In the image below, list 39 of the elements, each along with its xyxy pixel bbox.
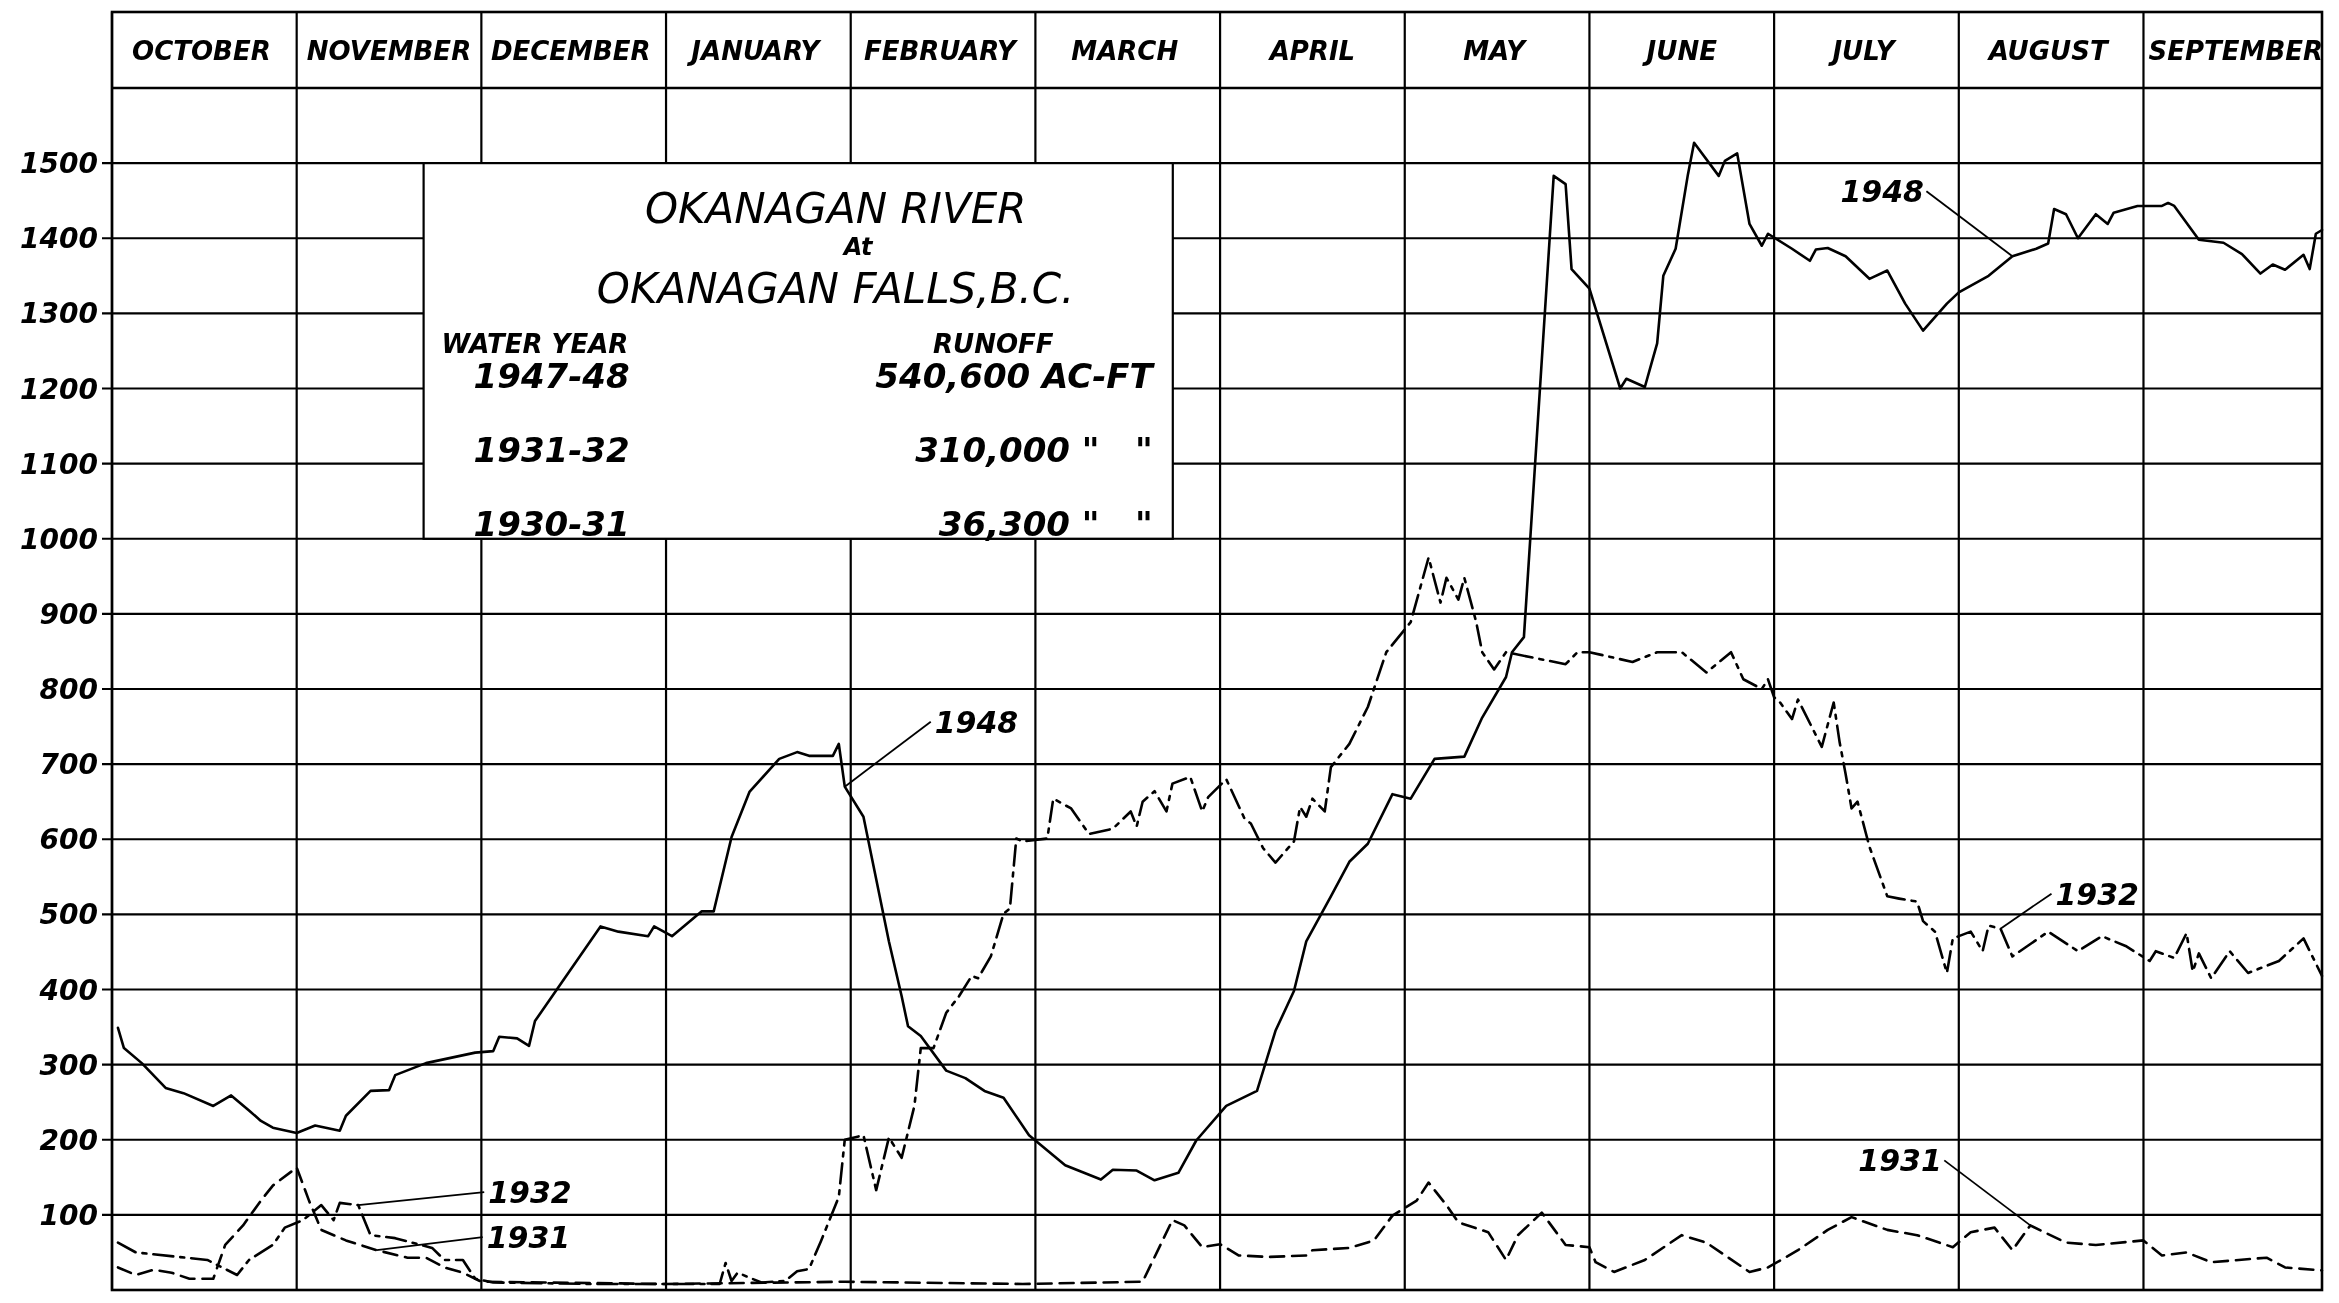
x-tick-label: OCTOBER: [132, 36, 271, 66]
y-tick-label: 400: [38, 973, 98, 1007]
text: At OKANAGAN FALLS,B.C.: [596, 233, 1075, 314]
annotation: 1931-32: [473, 430, 630, 471]
annotation: 1948: [934, 704, 1019, 740]
x-tick-label: DECEMBER: [490, 36, 651, 66]
x-tick-label: FEBRUARY: [863, 36, 1019, 66]
x-tick-label: SEPTEMBER: [2148, 36, 2324, 66]
annotation: 1931: [1858, 1143, 1942, 1179]
annotation: 1932: [2055, 876, 2139, 912]
y-tick-label: 200: [39, 1123, 98, 1157]
y-tick-label: 1200: [20, 372, 98, 406]
y-tick-label: 100: [39, 1198, 98, 1232]
y-tick-label: 500: [39, 898, 98, 932]
x-tick-label: JANUARY: [686, 36, 823, 66]
y-tick-label: 1000: [20, 522, 98, 556]
annotation: 1948: [1840, 174, 1924, 210]
annotation: 310,000 " ": [915, 430, 1153, 471]
x-tick-label: APRIL: [1267, 36, 1356, 66]
annotation: 1930-31: [473, 504, 630, 545]
x-tick-label: JUNE: [1641, 36, 1718, 66]
y-tick-label: 700: [39, 748, 98, 782]
y-tick-label: 1100: [20, 447, 98, 481]
y-tick-label: 300: [39, 1048, 98, 1082]
y-tick-label: 800: [39, 673, 98, 706]
y-tick-label: 1500: [20, 147, 98, 181]
y-tick-label: 1400: [20, 222, 98, 256]
annotation: 1932: [488, 1175, 572, 1211]
y-tick-label: 1300: [20, 297, 98, 331]
x-tick-label: AUGUST: [1986, 36, 2110, 66]
x-tick-label: MAY: [1463, 36, 1529, 66]
y-tick-label: 900: [39, 597, 98, 631]
y-tick-label: 600: [39, 823, 98, 857]
x-tick-label: MARCH: [1071, 36, 1179, 66]
annotation: 1931: [486, 1220, 571, 1256]
annotation: 36,300 " ": [938, 504, 1153, 545]
x-tick-label: NOVEMBER: [306, 36, 472, 66]
text: OKANAGAN RIVER: [644, 184, 1027, 234]
x-tick-label: JULY: [1827, 36, 1898, 66]
